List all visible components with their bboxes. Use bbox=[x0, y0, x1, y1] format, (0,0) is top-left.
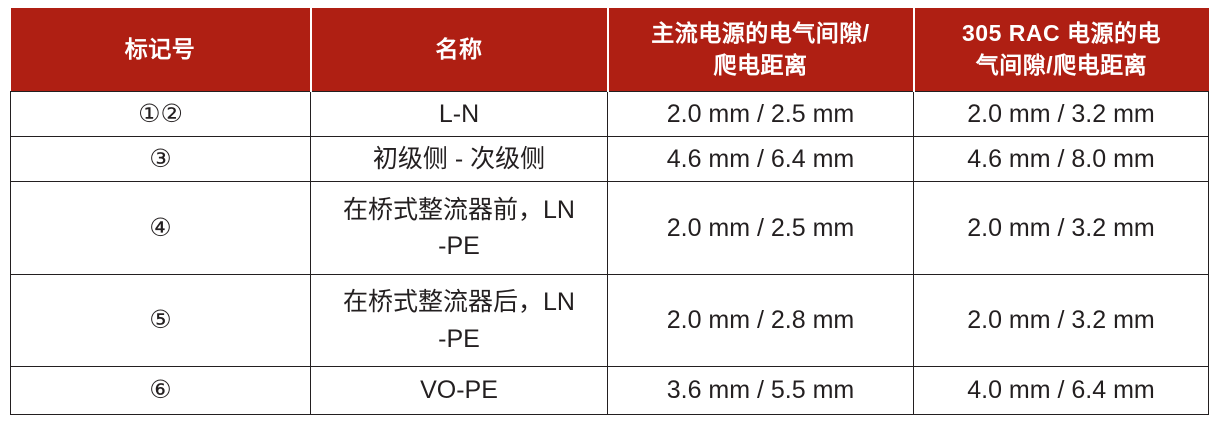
cell-305rac-value: 4.6 mm / 8.0 mm bbox=[913, 135, 1209, 183]
cell-mainstream-value: 2.0 mm / 2.8 mm bbox=[607, 274, 914, 367]
cell-305rac-value: 4.0 mm / 6.4 mm bbox=[913, 366, 1209, 415]
table-header-row: 标记号 名称 主流电源的电气间隙/爬电距离 305 RAC 电源的电 气间隙/爬电… bbox=[10, 8, 1209, 91]
cell-name: 在桥式整流器前，LN -PE bbox=[310, 181, 608, 275]
table-header: 标记号 名称 主流电源的电气间隙/爬电距离 305 RAC 电源的电 气间隙/爬电… bbox=[10, 8, 1209, 91]
cell-mainstream-value: 3.6 mm / 5.5 mm bbox=[607, 366, 914, 415]
table-row: ④ 在桥式整流器前，LN -PE 2.0 mm / 2.5 mm 2.0 mm /… bbox=[10, 181, 1209, 275]
cell-name: L-N bbox=[310, 90, 608, 137]
cell-mark: ①② bbox=[10, 90, 311, 137]
column-header-305rac-supply: 305 RAC 电源的电 气间隙/爬电距离 bbox=[913, 8, 1209, 91]
cell-305rac-value: 2.0 mm / 3.2 mm bbox=[913, 90, 1209, 137]
cell-mark: ⑤ bbox=[10, 274, 311, 367]
cell-mark: ④ bbox=[10, 181, 311, 275]
cell-mainstream-value: 2.0 mm / 2.5 mm bbox=[607, 181, 914, 275]
clearance-creepage-table: 标记号 名称 主流电源的电气间隙/爬电距离 305 RAC 电源的电 气间隙/爬电… bbox=[10, 8, 1209, 415]
cell-name-text: 在桥式整流器前，LN -PE bbox=[343, 195, 575, 260]
cell-mark: ⑥ bbox=[10, 366, 311, 415]
cell-305rac-value: 2.0 mm / 3.2 mm bbox=[913, 274, 1209, 367]
cell-name-text: 在桥式整流器后，LN -PE bbox=[343, 288, 575, 353]
spec-table-container: 标记号 名称 主流电源的电气间隙/爬电距离 305 RAC 电源的电 气间隙/爬电… bbox=[10, 8, 1209, 415]
cell-mark: ③ bbox=[10, 135, 311, 183]
cell-mainstream-value: 4.6 mm / 6.4 mm bbox=[607, 135, 914, 183]
cell-mainstream-value: 2.0 mm / 2.5 mm bbox=[607, 90, 914, 137]
cell-name: 初级侧 - 次级侧 bbox=[310, 135, 608, 183]
table-row: ①② L-N 2.0 mm / 2.5 mm 2.0 mm / 3.2 mm bbox=[10, 90, 1209, 137]
table-row: ⑥ VO-PE 3.6 mm / 5.5 mm 4.0 mm / 6.4 mm bbox=[10, 366, 1209, 415]
column-header-name: 名称 bbox=[310, 8, 609, 91]
column-header-mainstream-supply: 主流电源的电气间隙/爬电距离 bbox=[607, 8, 915, 91]
cell-name: VO-PE bbox=[310, 366, 608, 415]
cell-name: 在桥式整流器后，LN -PE bbox=[310, 274, 608, 367]
table-row: ⑤ 在桥式整流器后，LN -PE 2.0 mm / 2.8 mm 2.0 mm /… bbox=[10, 274, 1209, 367]
table-row: ③ 初级侧 - 次级侧 4.6 mm / 6.4 mm 4.6 mm / 8.0… bbox=[10, 135, 1209, 183]
table-body: ①② L-N 2.0 mm / 2.5 mm 2.0 mm / 3.2 mm ③… bbox=[10, 90, 1209, 415]
column-header-mark: 标记号 bbox=[10, 8, 312, 91]
cell-305rac-value: 2.0 mm / 3.2 mm bbox=[913, 181, 1209, 275]
